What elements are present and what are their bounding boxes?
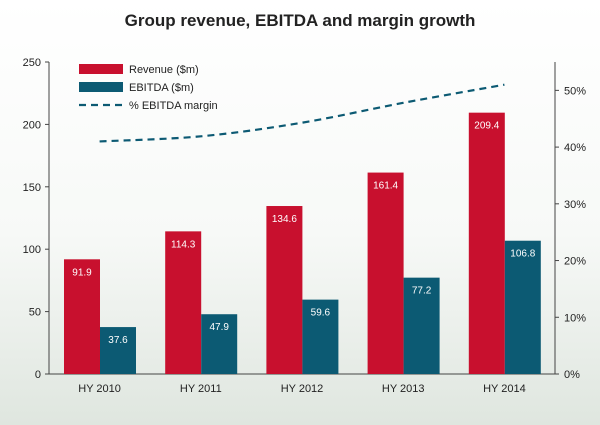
legend-swatch-revenue bbox=[79, 64, 123, 74]
y-right-tick-label: 40% bbox=[564, 142, 586, 154]
data-label-ebitda: 106.8 bbox=[510, 249, 535, 260]
y-axis-left-ticks: 0 50 100 150 200 250 bbox=[23, 57, 49, 381]
bar-revenue bbox=[165, 231, 202, 374]
y-right-tick-label: 30% bbox=[564, 199, 586, 211]
bar-revenue bbox=[266, 206, 303, 374]
data-label-revenue: 134.6 bbox=[272, 214, 297, 225]
y-left-tick-label: 100 bbox=[23, 244, 41, 256]
data-label-ebitda: 59.6 bbox=[311, 308, 331, 319]
data-label-ebitda: 77.2 bbox=[412, 286, 432, 297]
x-tick-label: HY 2012 bbox=[281, 383, 324, 395]
legend: Revenue ($m) EBITDA ($m) % EBITDA margin bbox=[79, 64, 218, 112]
bar-revenue bbox=[367, 172, 404, 374]
data-label-revenue: 209.4 bbox=[474, 121, 499, 132]
bar-ebitda bbox=[201, 314, 238, 374]
y-left-tick-label: 250 bbox=[23, 57, 41, 69]
x-tick-label: HY 2013 bbox=[382, 383, 425, 395]
legend-label-margin: % EBITDA margin bbox=[129, 100, 218, 112]
y-right-tick-label: 20% bbox=[564, 256, 586, 268]
y-right-tick-label: 10% bbox=[564, 312, 586, 324]
bar-revenue bbox=[468, 112, 505, 375]
bar-ebitda bbox=[100, 327, 136, 374]
x-tick-label: HY 2011 bbox=[180, 383, 222, 395]
data-label-ebitda: 47.9 bbox=[209, 322, 229, 333]
margin-line-layer bbox=[99, 83, 505, 143]
legend-swatch-ebitda bbox=[79, 82, 123, 92]
legend-label-revenue: Revenue ($m) bbox=[129, 64, 199, 76]
y-left-tick-label: 200 bbox=[23, 119, 41, 131]
data-label-revenue: 161.4 bbox=[373, 181, 398, 192]
y-right-tick-label: 50% bbox=[564, 85, 586, 97]
y-left-tick-label: 0 bbox=[35, 369, 41, 381]
y-right-tick-label: 0% bbox=[564, 369, 580, 381]
y-axis-right-ticks: 0% 10% 20% 30% 40% 50% bbox=[555, 85, 586, 381]
legend-label-ebitda: EBITDA ($m) bbox=[129, 82, 194, 94]
bars: 91.9 37.6 114.3 47.9 134.6 59.6 161.4 77.2 209.4… bbox=[64, 112, 541, 375]
bar-ebitda bbox=[504, 240, 541, 374]
y-left-tick-label: 50 bbox=[29, 307, 41, 319]
chart-title: Group revenue, EBITDA and margin growth bbox=[125, 11, 476, 30]
x-axis-labels: HY 2010 HY 2011 HY 2012 HY 2013 HY 2014 bbox=[78, 383, 525, 395]
data-label-ebitda: 37.6 bbox=[108, 335, 128, 346]
data-label-revenue: 91.9 bbox=[72, 267, 92, 278]
bar-ebitda bbox=[403, 277, 440, 374]
x-tick-label: HY 2014 bbox=[483, 383, 526, 395]
y-left-tick-label: 150 bbox=[23, 182, 41, 194]
bar-ebitda bbox=[302, 299, 339, 374]
data-label-revenue: 114.3 bbox=[171, 239, 196, 250]
line-ebitda-margin bbox=[99, 83, 505, 143]
bar-revenue bbox=[64, 259, 100, 374]
x-tick-label: HY 2010 bbox=[78, 383, 121, 395]
